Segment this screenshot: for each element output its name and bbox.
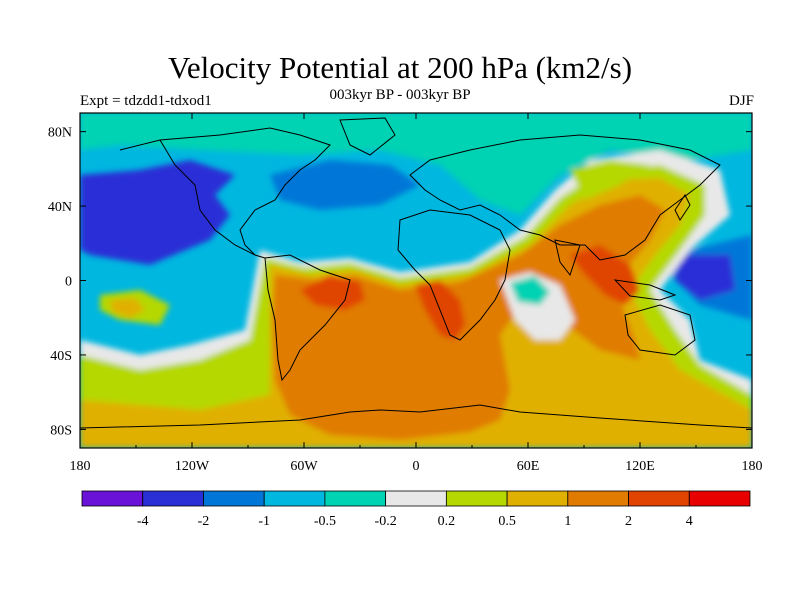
latitude-axis: 80N 40N 0 40S 80S [48,126,752,438]
colorbar-label: 4 [686,514,693,529]
colorbar-swatch [263,490,326,507]
coastlines [80,117,752,429]
lat-tick-label: 0 [65,275,72,290]
experiment-label: Expt = tdzdd1-tdxod1 [80,93,212,109]
colorbar-swatch [506,490,569,507]
lon-tick-label: 120E [625,459,655,474]
lon-tick-label: 120W [175,459,210,474]
colorbar-label: 0.2 [438,514,456,529]
colorbar-label: -2 [198,514,210,529]
lat-tick-label: 80N [48,126,72,141]
lon-tick-label: 60E [517,459,540,474]
season-label: DJF [728,93,754,109]
colorbar-label: 2 [625,514,632,529]
lon-tick-label: 180 [742,459,763,474]
colorbar-swatch [385,490,447,507]
colorbar-label: -0.2 [375,514,397,529]
colorbar-swatch [324,490,387,507]
lon-tick-label: 180 [70,459,91,474]
colorbar-swatch [142,490,204,507]
lat-tick-label: 40S [50,349,72,364]
colorbar-swatch [628,490,690,507]
lon-tick-label: 60W [290,459,318,474]
colorbar-label: 0.5 [498,514,516,529]
longitude-axis: 180 120W 60W 0 60E 120E 180 [70,113,763,474]
lat-tick-label: 40N [48,200,72,215]
colorbar-swatch [445,490,508,507]
colorbar-label: 1 [564,514,571,529]
lat-tick-label: 80S [50,423,72,438]
colorbar-label: -1 [258,514,270,529]
figure-subtitle: 003kyr BP - 003kyr BP [329,87,471,103]
lon-tick-label: 0 [413,459,420,474]
figure-title: Velocity Potential at 200 hPa (km2/s) [167,50,633,85]
colorbar-label: -0.5 [314,514,336,529]
velocity-potential-field [80,113,752,448]
colorbar-swatch [688,490,751,507]
colorbar-swatch [81,490,144,507]
colorbar-swatch [203,490,265,507]
colorbar-label: -4 [137,514,149,529]
colorbar-swatch [567,490,629,507]
colorbar: -4 -2 -1 -0.5 -0.2 0.2 0.5 1 2 4 [81,490,751,529]
